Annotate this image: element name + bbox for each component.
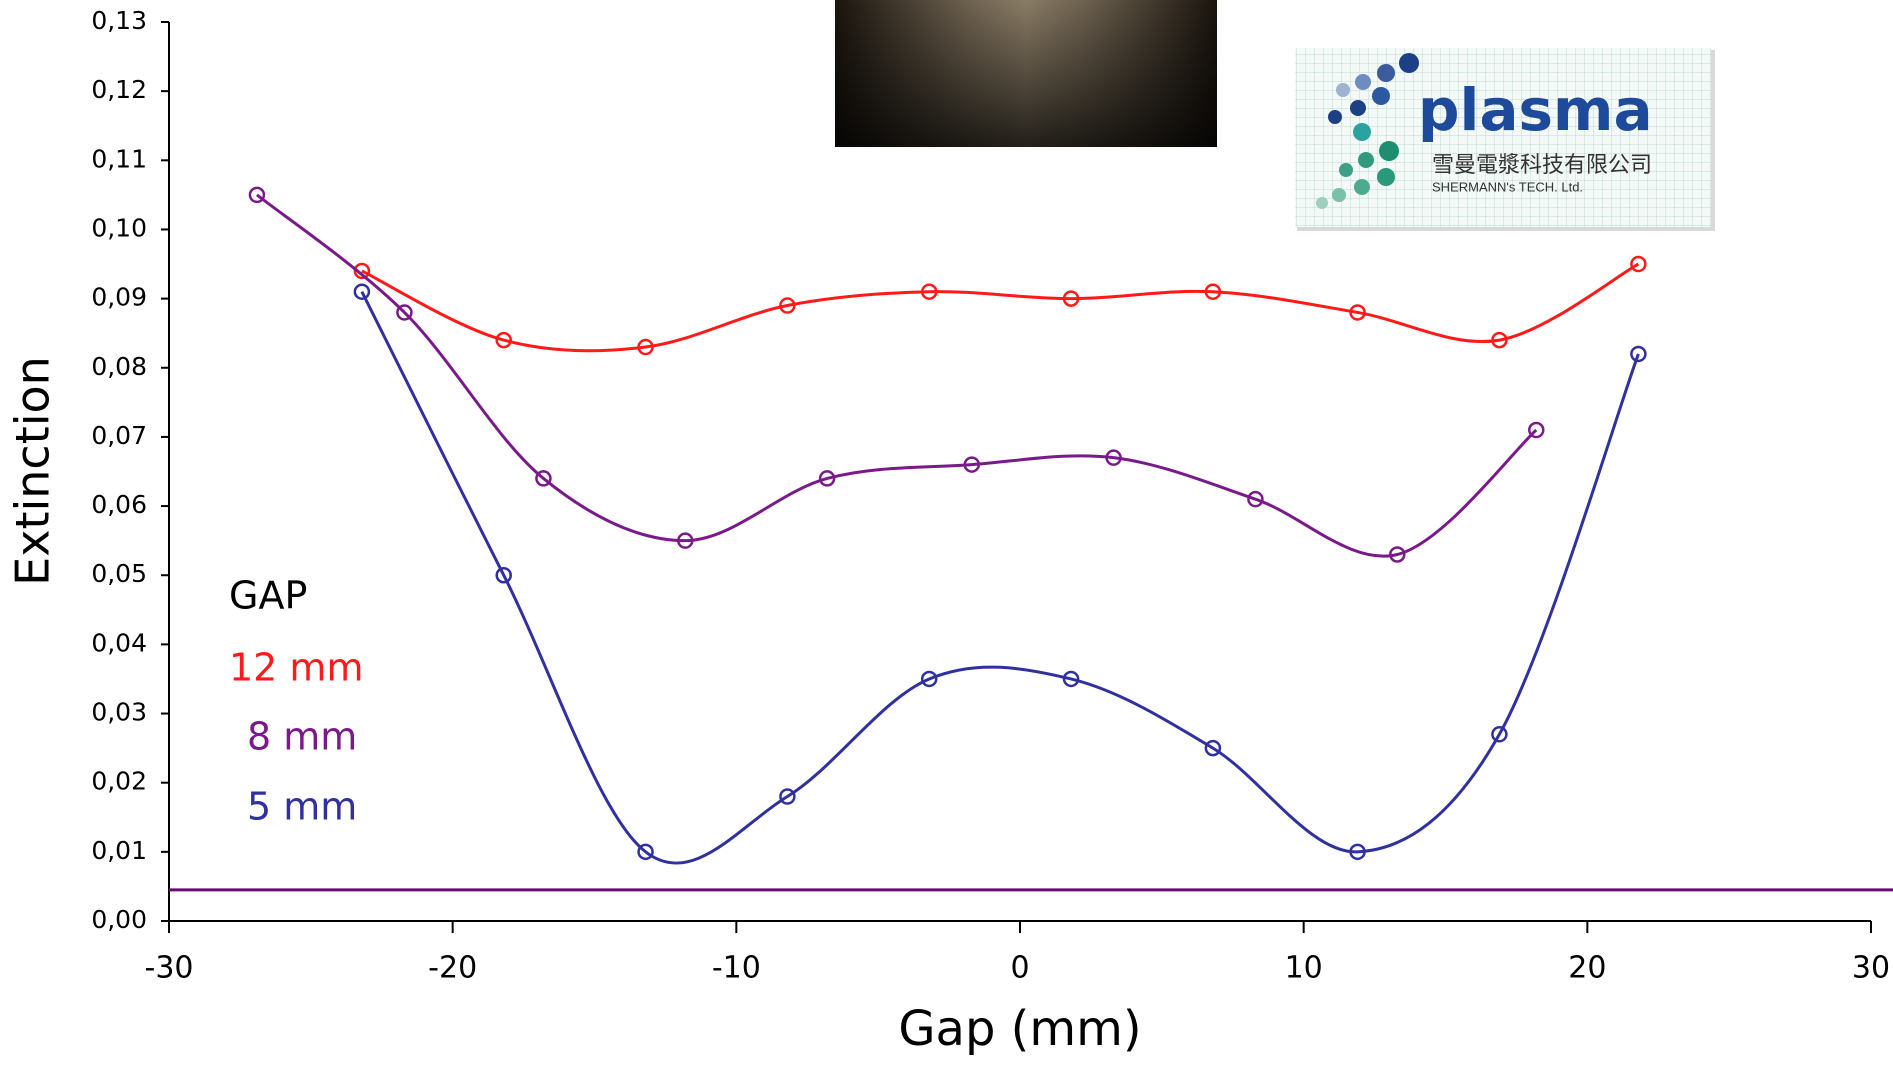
- data-point: [1389, 546, 1406, 563]
- logo-chinese: 雪曼電漿科技有限公司: [1432, 153, 1652, 178]
- x-tick-label: -20: [428, 951, 477, 986]
- x-axis-title: Gap (mm): [898, 1001, 1141, 1057]
- data-point: [1204, 283, 1222, 300]
- data-point: [779, 788, 796, 805]
- y-tick-label: 0,04: [91, 628, 147, 657]
- y-tick-label: 0,12: [91, 75, 147, 104]
- data-point: [353, 283, 371, 300]
- legend-entry: 12 mm: [229, 646, 363, 690]
- data-point: [637, 843, 654, 861]
- data-point: [1247, 490, 1264, 508]
- y-tick-label: 0,05: [91, 559, 147, 588]
- logo-dots: [1316, 53, 1419, 209]
- data-point: [920, 283, 938, 300]
- data-point: [353, 262, 371, 280]
- legend-entry: 8 mm: [247, 715, 357, 759]
- y-tick-label: 0,10: [91, 213, 147, 242]
- y-tick-label: 0,00: [91, 905, 147, 934]
- data-point: [637, 338, 654, 356]
- data-point: [1105, 449, 1122, 466]
- x-tick-label: 20: [1568, 951, 1606, 986]
- data-point: [1528, 421, 1545, 439]
- logo-english: SHERMANN's TECH. Ltd.: [1432, 179, 1583, 194]
- data-point: [779, 297, 796, 314]
- x-tick-label: -10: [712, 951, 761, 986]
- logo: plasma 雪曼電漿科技有限公司 SHERMANN's TECH. Ltd.: [1295, 48, 1715, 231]
- data-point: [495, 331, 512, 349]
- data-point: [1349, 304, 1366, 321]
- data-point: [1630, 255, 1647, 273]
- data-point: [248, 186, 266, 204]
- photo: [835, 0, 1217, 147]
- data-point: [495, 566, 512, 584]
- series-line: [256, 193, 1538, 558]
- data-point: [1491, 331, 1508, 349]
- legend-entry: 5 mm: [247, 785, 357, 829]
- x-tick-label: 30: [1852, 951, 1890, 986]
- x-tick-label: 10: [1285, 951, 1323, 986]
- x-tick-label: -30: [145, 951, 194, 986]
- data-point: [1204, 739, 1222, 757]
- y-tick-label: 0,13: [91, 6, 147, 35]
- data-point: [1062, 670, 1080, 688]
- y-tick-label: 0,03: [91, 698, 147, 727]
- x-tick-label: 0: [1010, 951, 1029, 986]
- y-axis-title: Extinction: [6, 356, 60, 586]
- y-tick-label: 0,08: [91, 352, 147, 381]
- legend-title: GAP: [229, 574, 307, 618]
- data-point: [1630, 345, 1647, 363]
- y-tick-label: 0,11: [91, 144, 147, 173]
- logo-brand: plasma: [1418, 76, 1653, 144]
- data-point: [963, 456, 981, 473]
- data-point: [818, 470, 836, 487]
- y-tick-label: 0,09: [91, 283, 147, 312]
- y-tick-label: 0,02: [91, 767, 147, 796]
- y-tick-label: 0,01: [91, 836, 147, 865]
- series-line: [361, 262, 1640, 353]
- data-point: [535, 470, 552, 487]
- y-tick-label: 0,06: [91, 490, 147, 519]
- y-tick-label: 0,07: [91, 421, 147, 450]
- data-point: [1062, 290, 1080, 307]
- data-point: [1491, 726, 1508, 743]
- data-point: [920, 670, 938, 688]
- series-line: [360, 291, 1640, 865]
- data-point: [396, 304, 413, 321]
- data-point: [1349, 843, 1366, 861]
- data-point: [677, 532, 694, 549]
